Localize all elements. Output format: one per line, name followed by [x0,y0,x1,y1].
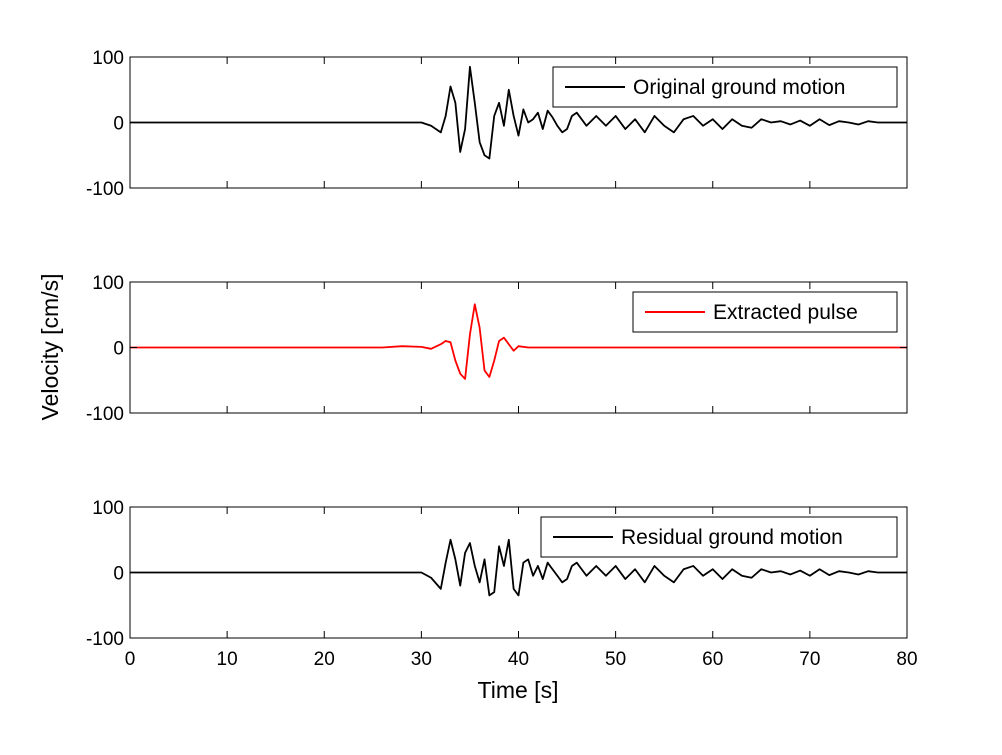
x-tick-label: 70 [799,649,820,670]
legend-2: Extracted pulse [632,291,898,333]
legend-label: Residual ground motion [621,526,843,549]
x-axis-title: Time [s] [478,677,559,703]
y-tick-label: 100 [92,498,124,519]
panel-1: -100 0 100 Original ground motion [86,48,908,200]
legend-1: Original ground motion [552,66,898,108]
x-tick-label: 80 [896,649,917,670]
legend-3: Residual ground motion [540,516,898,558]
y-tick-label: -100 [86,404,124,425]
x-tick-label: 20 [314,649,335,670]
series-line-1 [130,65,907,160]
y-tick-label: 0 [113,114,124,135]
series-line-3 [130,538,907,597]
y-tick-label: 100 [92,273,124,294]
x-tick-label: 40 [508,649,529,670]
x-tick-label: 50 [605,649,626,670]
y-tick-label: -100 [86,629,124,650]
legend-label: Extracted pulse [713,301,858,324]
series-line-2 [130,303,907,380]
y-tick-label: 100 [92,48,124,69]
x-tick-label: 30 [411,649,432,670]
y-tick-label: -100 [86,179,124,200]
x-tick-label: 0 [125,649,136,670]
x-tick-label: 60 [702,649,723,670]
legend-label: Original ground motion [633,76,845,99]
y-tick-label: 0 [113,564,124,585]
panel-2: -100 0 100 Extracted pulse [86,273,908,425]
y-axis-title: Velocity [cm/s] [37,274,63,421]
x-tick-label: 10 [217,649,238,670]
y-tick-label: 0 [113,339,124,360]
